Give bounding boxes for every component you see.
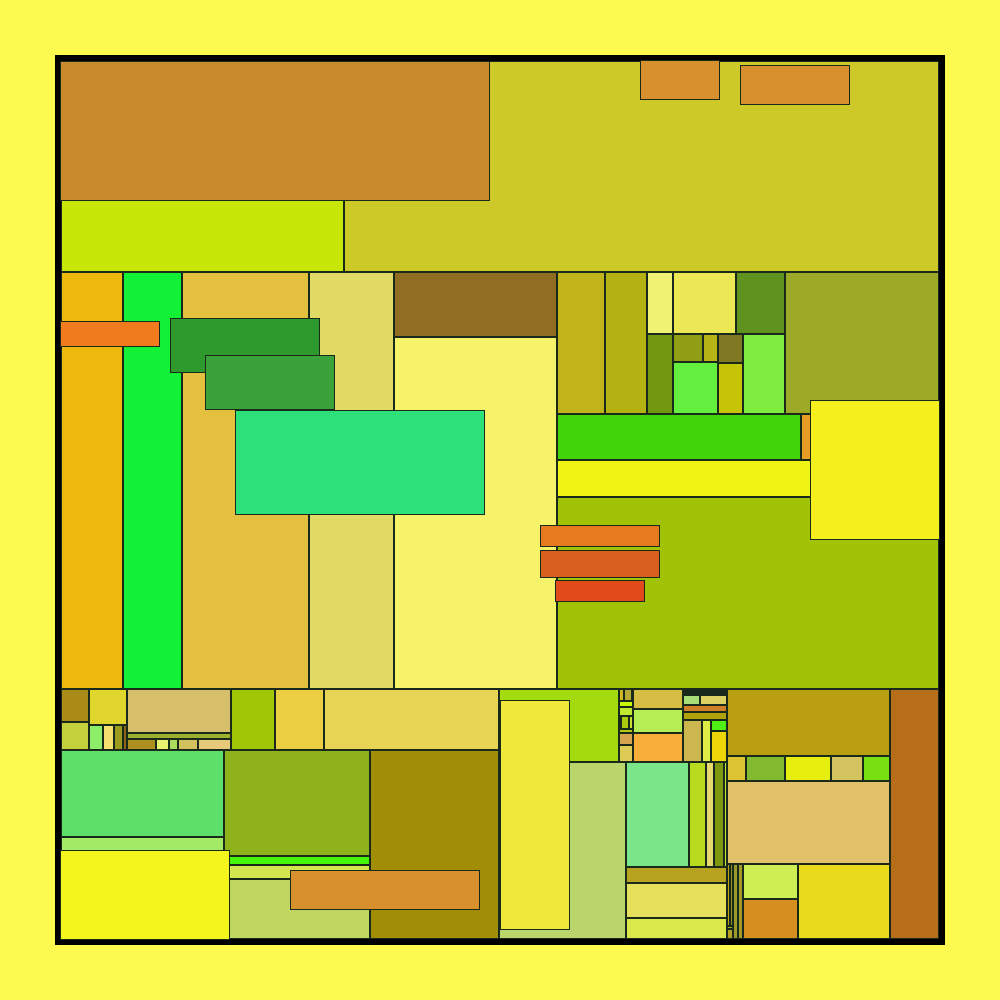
treemap-cell [798, 864, 890, 939]
treemap-cell [673, 362, 718, 414]
treemap-cell [394, 272, 557, 337]
treemap-cell [624, 689, 632, 701]
treemap-cell [702, 720, 711, 762]
treemap-cell [231, 689, 275, 750]
treemap-cell [198, 739, 231, 750]
treemap-cell [224, 750, 370, 856]
treemap-cell [711, 720, 727, 731]
treemap-accent-cell [500, 700, 570, 930]
treemap-cell [127, 689, 231, 733]
treemap-cell [127, 739, 156, 750]
treemap-cell [114, 725, 123, 750]
treemap-cell [61, 689, 89, 722]
treemap-cell [673, 334, 703, 362]
treemap-cell [633, 689, 683, 709]
treemap-cell [626, 762, 689, 867]
treemap-accent-cell [290, 870, 480, 910]
treemap-cell [605, 272, 647, 414]
treemap-cell [746, 756, 785, 781]
treemap-cell [619, 733, 633, 745]
treemap-cell [718, 363, 743, 414]
treemap-cell [727, 781, 890, 864]
treemap-cell [718, 334, 743, 363]
treemap-cell [619, 707, 633, 716]
treemap-accent-cell [60, 850, 230, 940]
treemap-cell [275, 689, 324, 750]
treemap-cell [683, 695, 700, 705]
treemap-cell [743, 899, 798, 939]
treemap-accent-cell [540, 525, 660, 547]
treemap-cell [727, 689, 890, 756]
treemap-accent-cell [540, 550, 660, 578]
treemap-cell [736, 272, 785, 334]
treemap-cell [683, 720, 702, 762]
treemap-cell [711, 731, 727, 762]
treemap-cell [633, 733, 683, 762]
treemap-cell [156, 739, 169, 750]
treemap-cell [89, 725, 103, 750]
treemap-accent-cell [205, 355, 335, 410]
treemap-accent-cell [555, 580, 645, 602]
treemap-cell [714, 762, 724, 867]
treemap-cell [557, 414, 801, 460]
treemap-cell [626, 883, 727, 918]
treemap-cell [743, 334, 785, 414]
treemap-cell [689, 762, 706, 867]
treemap-cell [683, 705, 727, 712]
treemap-cell [647, 272, 673, 334]
treemap-cell [169, 739, 178, 750]
treemap-cell [706, 762, 714, 867]
treemap-cell [626, 867, 727, 883]
treemap-cell [89, 689, 127, 725]
treemap-cell [890, 689, 939, 939]
treemap-cell [743, 864, 798, 899]
treemap-frame [55, 55, 945, 945]
treemap-cell [61, 722, 89, 750]
treemap-accent-cell [640, 60, 720, 100]
treemap-cell [621, 716, 629, 729]
treemap-accent-cell [810, 400, 940, 540]
treemap-accent-cell [235, 410, 485, 515]
treemap-cell [626, 918, 727, 939]
treemap-cell [324, 689, 499, 750]
treemap-accent-cell [60, 61, 490, 201]
treemap-cell [370, 750, 499, 939]
treemap-accent-cell [60, 321, 160, 347]
treemap-cell [673, 272, 736, 334]
treemap-cell [700, 695, 727, 705]
treemap-cell [224, 856, 370, 865]
treemap-cell [683, 712, 727, 720]
treemap-cell [647, 334, 673, 414]
treemap-cell [785, 272, 939, 414]
treemap-cell [727, 756, 746, 781]
treemap-cell [103, 725, 114, 750]
treemap-cell [557, 272, 605, 414]
treemap-cell [633, 709, 683, 733]
treemap-accent-cell [740, 65, 850, 105]
treemap-cell [178, 739, 198, 750]
treemap-cell [785, 756, 831, 781]
treemap-cell [863, 756, 890, 781]
treemap-cell [619, 745, 633, 762]
treemap-cell [831, 756, 863, 781]
treemap-cell [703, 334, 718, 362]
treemap-cell [61, 750, 224, 837]
